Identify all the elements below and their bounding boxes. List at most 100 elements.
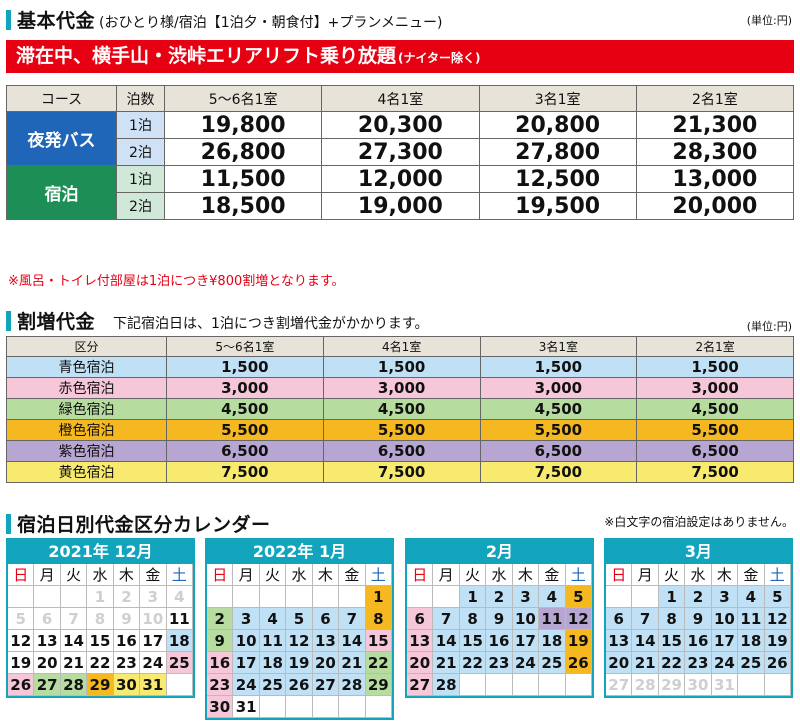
surcharge-category: 赤色宿泊 — [6, 377, 167, 399]
calendar-day: 12 — [8, 630, 35, 652]
weekday-header: 日 — [207, 564, 234, 586]
calendar-day: 8 — [365, 608, 392, 630]
calendar-day: 15 — [365, 630, 392, 652]
calendar-day: 9 — [685, 608, 712, 630]
calendar-day: 11 — [166, 608, 193, 630]
nights-cell: 1泊 — [116, 165, 165, 193]
calendar-day — [459, 674, 487, 696]
weekday-header: 火 — [259, 564, 287, 586]
calendar-day: 5 — [565, 586, 592, 608]
lift-banner: 滞在中、横手山・渋峠エリアリフト乗り放題 (ナイター除く) — [6, 40, 794, 73]
weekday-header: 土 — [166, 564, 193, 586]
calendar-day: 2 — [486, 586, 513, 608]
weekday-header: 木 — [113, 564, 141, 586]
calendar-day: 28 — [339, 674, 366, 696]
calendar-day: 2 — [685, 586, 712, 608]
calendar-day: 30 — [685, 674, 712, 696]
calendar-day — [606, 586, 633, 608]
calendar-day: 6 — [606, 608, 633, 630]
calendar-day — [632, 586, 659, 608]
bath-toilet-note: ※風呂・トイレ付部屋は1泊につき¥800割増となります。 — [8, 274, 345, 289]
calendar-day: 29 — [87, 674, 114, 696]
calendar-day: 17 — [512, 630, 540, 652]
calendar-day: 22 — [87, 652, 114, 674]
calendar-day: 20 — [34, 652, 61, 674]
price-cell: 13,000 — [635, 165, 795, 193]
price-cell: 20,300 — [321, 111, 480, 139]
calendar-day: 8 — [459, 608, 487, 630]
calendar-day: 14 — [433, 630, 460, 652]
calendar-day: 7 — [60, 608, 88, 630]
extra-title: 割増代金 — [17, 311, 96, 333]
calendar-day: 6 — [407, 608, 434, 630]
calendar-day: 30 — [113, 674, 141, 696]
calendar-day: 19 — [286, 652, 313, 674]
calendar-day: 12 — [565, 608, 592, 630]
calendar-grid: 日月火水木金土 1 2 3 4 5 6 7 8 9 10 11 12 13 14 15 16 17 18 19 20 21… — [606, 564, 791, 696]
table-row: 夜発バス 1泊 19,800 20,300 20,800 21,300 — [6, 111, 795, 166]
lift-banner-note: (ナイター除く) — [398, 51, 481, 65]
surcharge-value: 3,000 — [166, 377, 324, 399]
calendar-day: 23 — [486, 652, 513, 674]
surcharge-value: 4,500 — [479, 398, 638, 420]
calendar-day: 8 — [658, 608, 686, 630]
table-row: 2泊 26,800 27,300 27,800 28,300 — [7, 138, 795, 166]
weekday-header: 月 — [632, 564, 659, 586]
extra-section-header: 割増代金 下記宿泊日は、1泊につき割増代金がかかります。 — [6, 307, 429, 334]
surcharge-value: 1,500 — [479, 356, 638, 378]
calendar-day: 23 — [113, 652, 141, 674]
calendar-day — [259, 586, 287, 608]
month-calendar: 2021年 12月日月火水木金土 1 2 3 4 5 6 7 8 9 10 11 12 13 14 15 16 1… — [6, 538, 195, 698]
basic-section-header: 基本代金 (おひとり様/宿泊【1泊夕・朝食付】+プランメニュー) — [6, 6, 442, 33]
calendar-day: 24 — [140, 652, 167, 674]
month-label: 2月 — [407, 540, 592, 564]
calendar-day: 29 — [365, 674, 392, 696]
calendar-day: 10 — [140, 608, 167, 630]
calendar-day: 22 — [459, 652, 487, 674]
surcharge-value: 5,500 — [166, 419, 324, 441]
calendar-day: 28 — [60, 674, 88, 696]
calendar-day: 19 — [764, 630, 791, 652]
calendar-day: 11 — [738, 608, 765, 630]
surcharge-value: 1,500 — [636, 356, 794, 378]
calendar-day: 24 — [711, 652, 739, 674]
surcharge-value: 7,500 — [166, 461, 324, 483]
weekday-header: 水 — [286, 564, 313, 586]
calendar-day: 7 — [339, 608, 366, 630]
price-cell: 19,500 — [478, 192, 637, 220]
table-row: 宿泊 1泊 11,500 12,000 12,500 13,000 — [6, 165, 795, 220]
surcharge-value: 3,000 — [479, 377, 638, 399]
calendar-day: 3 — [140, 586, 167, 608]
header-room-2: 2名1室 — [635, 85, 795, 112]
calendar-day: 4 — [166, 586, 193, 608]
weekday-header: 木 — [312, 564, 340, 586]
calendar-grid: 日月火水木金土 1 2 3 4 5 6 7 8 9 10 11 12 13 14 15 16 17 18 19 20 21… — [407, 564, 592, 696]
calendar-grid: 日月火水木金土 1 2 3 4 5 6 7 8 9 10 11 12 13 14 15 16 17 18 19 20 21… — [8, 564, 193, 696]
calendar-day: 3 — [233, 608, 260, 630]
weekday-header: 火 — [60, 564, 88, 586]
basic-price-table: コース 泊数 5〜6名1室 4名1室 3名1室 2名1室 夜発バス 1泊 19,… — [6, 85, 795, 220]
section-bar-icon — [6, 513, 11, 534]
weekday-header: 金 — [738, 564, 765, 586]
price-cell: 20,800 — [478, 111, 637, 139]
price-cell: 11,500 — [163, 165, 323, 193]
calendar-day: 13 — [312, 630, 340, 652]
calendar-day: 27 — [606, 674, 633, 696]
calendar-day — [286, 586, 313, 608]
calendar-day: 28 — [632, 674, 659, 696]
calendar-day: 19 — [565, 630, 592, 652]
calendar-day: 25 — [259, 674, 287, 696]
calendar-day: 14 — [60, 630, 88, 652]
calendar-day: 20 — [606, 652, 633, 674]
calendar-day — [764, 674, 791, 696]
calendar-day — [339, 586, 366, 608]
table-row: 橙色宿泊 5,500 5,500 5,500 5,500 — [6, 419, 794, 441]
calendar-day: 10 — [512, 608, 540, 630]
price-cell: 28,300 — [635, 138, 795, 166]
weekday-header: 水 — [87, 564, 114, 586]
calendar-day: 11 — [539, 608, 566, 630]
calendar-day: 19 — [8, 652, 35, 674]
month-label: 2022年 1月 — [207, 540, 392, 564]
calendar-day: 16 — [207, 652, 234, 674]
calendar-day: 9 — [113, 608, 141, 630]
